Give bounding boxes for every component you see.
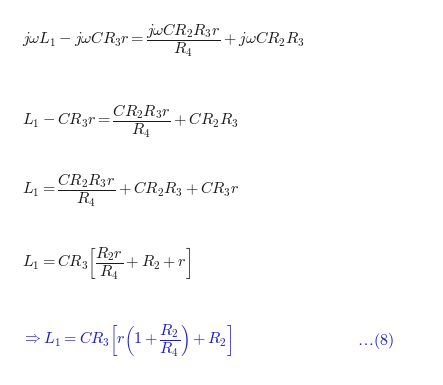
Text: $L_1 = CR_3\left[\dfrac{R_2r}{R_4} + R_2 + r\right]$: $L_1 = CR_3\left[\dfrac{R_2r}{R_4} + R_2… [22,246,191,282]
Text: $L_1 - CR_3r = \dfrac{CR_2R_3r}{R_4} + CR_2R_3$: $L_1 - CR_3r = \dfrac{CR_2R_3r}{R_4} + C… [22,102,238,140]
Text: $L_1 = \dfrac{CR_2R_3r}{R_4} + CR_2R_3 + CR_3r$: $L_1 = \dfrac{CR_2R_3r}{R_4} + CR_2R_3 +… [22,172,240,209]
Text: $\ldots(8)$: $\ldots(8)$ [357,331,393,351]
Text: $j\omega L_1 - j\omega CR_3r = \dfrac{j\omega CR_2R_3r}{R_4} + j\omega CR_2R_3$: $j\omega L_1 - j\omega CR_3r = \dfrac{j\… [22,22,305,59]
Text: $\Rightarrow L_1 = CR_3\left[r\left(1 + \dfrac{R_2}{R_4}\right) + R_2\right]$: $\Rightarrow L_1 = CR_3\left[r\left(1 + … [22,323,233,359]
